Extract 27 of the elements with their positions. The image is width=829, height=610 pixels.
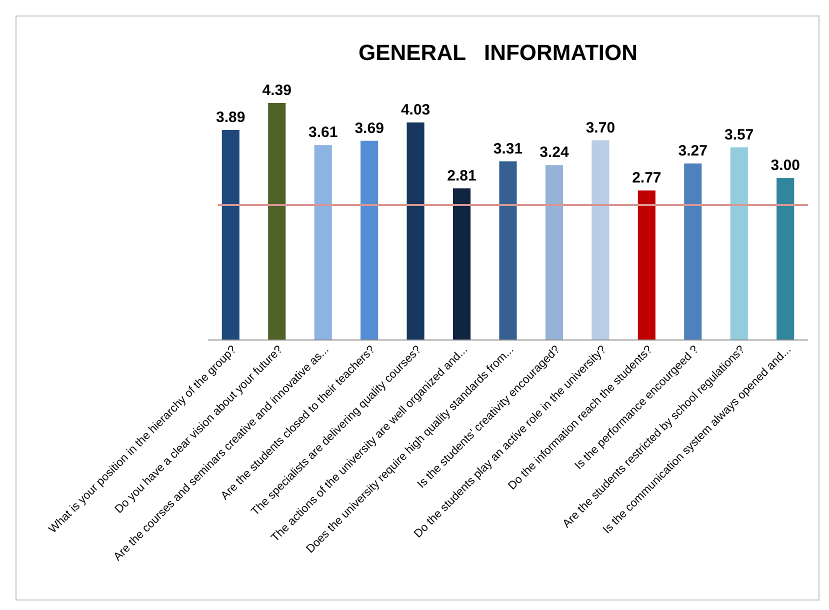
bar	[222, 130, 240, 340]
data-label: 2.77	[632, 169, 662, 186]
bar	[776, 178, 794, 340]
data-label: 3.31	[493, 140, 523, 158]
data-label: 3.61	[308, 124, 338, 142]
data-label: 3.00	[770, 157, 800, 174]
bar	[360, 140, 378, 340]
bar	[268, 103, 286, 340]
data-label: 3.69	[354, 120, 384, 137]
bar	[452, 188, 471, 340]
data-label: 2.81	[447, 167, 476, 184]
bar	[638, 190, 656, 340]
data-label: 3.57	[724, 126, 754, 144]
data-label: 3.24	[540, 144, 570, 162]
bar	[314, 145, 332, 340]
data-label: 4.39	[262, 82, 292, 99]
bar	[545, 165, 564, 340]
data-label: 3.70	[586, 119, 616, 136]
data-label: 4.03	[400, 101, 430, 118]
bar	[730, 147, 748, 340]
bar	[592, 140, 610, 340]
bar	[406, 122, 424, 340]
bar	[499, 161, 517, 340]
data-label: 3.27	[678, 142, 708, 160]
data-label: 3.89	[216, 108, 246, 126]
bar	[684, 163, 702, 340]
chart-title: GENERAL INFORMATION	[358, 40, 638, 65]
